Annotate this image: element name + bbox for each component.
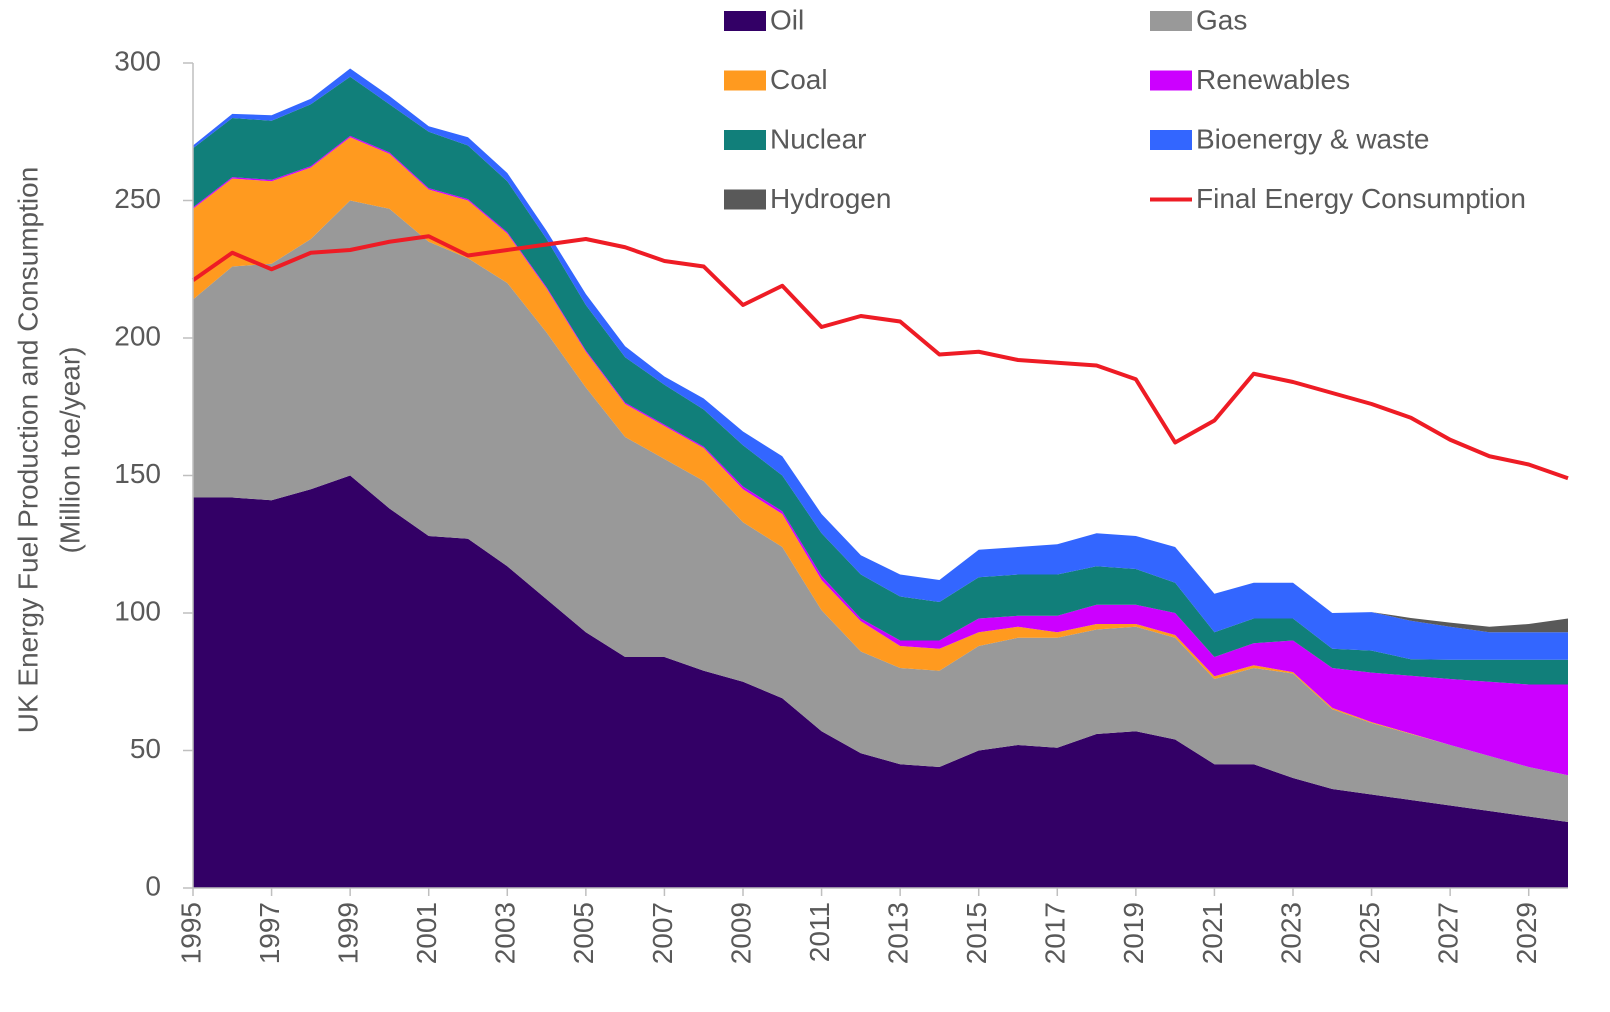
x-tick-label: 2017: [1040, 902, 1071, 964]
area: [193, 76, 1568, 685]
y-tick-label: 200: [114, 320, 161, 351]
y-tick-label: 0: [145, 870, 161, 901]
x-tick-label: 2027: [1433, 902, 1464, 964]
area: [193, 475, 1568, 888]
legend-swatch: [1150, 130, 1192, 150]
area: [193, 135, 1568, 776]
x-tick-label: 2029: [1511, 902, 1542, 964]
area: [193, 137, 1568, 776]
legend-label: Nuclear: [770, 123, 866, 154]
y-tick-label: 100: [114, 595, 161, 626]
legend-label: Gas: [1196, 4, 1247, 35]
x-tick-label: 1995: [175, 902, 206, 964]
legend-label: Renewables: [1196, 64, 1350, 95]
legend-swatch: [724, 130, 766, 150]
x-tick-label: 2021: [1197, 902, 1228, 964]
area: [193, 200, 1568, 822]
x-tick-label: 2015: [961, 902, 992, 964]
x-tick-label: 2007: [647, 902, 678, 964]
x-tick-label: 2001: [411, 902, 442, 964]
x-tick-label: 2003: [490, 902, 521, 964]
legend-swatch: [724, 11, 766, 31]
y-tick-label: 250: [114, 183, 161, 214]
x-tick-label: 2011: [804, 902, 835, 962]
legend-swatch: [724, 70, 766, 91]
x-tick-label: 2025: [1354, 902, 1385, 964]
x-tick-label: 2023: [1275, 902, 1306, 964]
legend-swatch: [724, 189, 766, 210]
x-tick-label: 2009: [725, 902, 756, 964]
legend-label: Oil: [770, 4, 804, 35]
legend-label: Coal: [770, 64, 828, 95]
x-tick-label: 2019: [1118, 902, 1149, 964]
line: [191, 234, 1569, 481]
legend-swatch: [1150, 70, 1192, 91]
y-tick-label: 50: [130, 733, 161, 764]
y-tick-label: 150: [114, 458, 161, 489]
legend-label: Bioenergy & waste: [1196, 123, 1429, 154]
legend-swatch: [1150, 11, 1192, 31]
y-tick-label: 300: [114, 45, 161, 76]
x-tick-label: 2005: [568, 902, 599, 964]
legend-label: Hydrogen: [770, 183, 891, 214]
x-tick-label: 2013: [883, 902, 914, 964]
y-axis-label: UK Energy Fuel Production and Consumptio…: [12, 167, 43, 734]
x-tick-label: 1997: [254, 902, 285, 964]
y-axis-label: (Million toe/year): [54, 347, 85, 554]
x-tick-label: 1999: [333, 902, 364, 964]
legend-label: Final Energy Consumption: [1196, 183, 1526, 214]
